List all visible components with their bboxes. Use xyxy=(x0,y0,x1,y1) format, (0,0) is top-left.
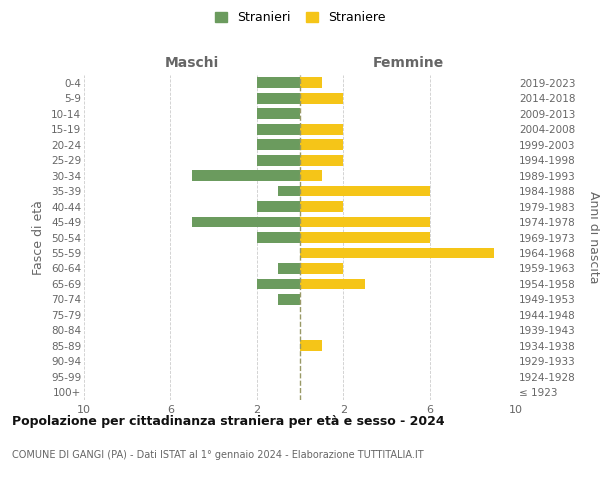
Bar xyxy=(257,139,300,150)
Bar xyxy=(300,186,430,196)
Bar xyxy=(257,278,300,289)
Y-axis label: Fasce di età: Fasce di età xyxy=(32,200,46,275)
Bar xyxy=(257,93,300,104)
Bar xyxy=(257,108,300,119)
Bar xyxy=(300,216,430,228)
Bar xyxy=(278,294,300,305)
Bar xyxy=(257,201,300,212)
Text: Popolazione per cittadinanza straniera per età e sesso - 2024: Popolazione per cittadinanza straniera p… xyxy=(12,415,445,428)
Legend: Stranieri, Straniere: Stranieri, Straniere xyxy=(209,6,391,29)
Y-axis label: Anni di nascita: Anni di nascita xyxy=(587,191,599,284)
Bar xyxy=(300,154,343,166)
Bar xyxy=(300,232,430,243)
Bar xyxy=(192,170,300,181)
Bar xyxy=(300,139,343,150)
Text: Femmine: Femmine xyxy=(373,56,443,70)
Bar xyxy=(300,263,343,274)
Bar xyxy=(257,154,300,166)
Bar xyxy=(192,216,300,228)
Bar xyxy=(300,170,322,181)
Bar xyxy=(278,263,300,274)
Bar xyxy=(300,248,494,258)
Bar xyxy=(300,340,322,351)
Bar xyxy=(300,201,343,212)
Bar xyxy=(300,78,322,88)
Bar xyxy=(300,124,343,134)
Bar xyxy=(257,124,300,134)
Bar xyxy=(257,78,300,88)
Bar xyxy=(300,278,365,289)
Bar xyxy=(300,93,343,104)
Bar xyxy=(257,232,300,243)
Text: Maschi: Maschi xyxy=(165,56,219,70)
Bar xyxy=(278,186,300,196)
Text: COMUNE DI GANGI (PA) - Dati ISTAT al 1° gennaio 2024 - Elaborazione TUTTITALIA.I: COMUNE DI GANGI (PA) - Dati ISTAT al 1° … xyxy=(12,450,424,460)
